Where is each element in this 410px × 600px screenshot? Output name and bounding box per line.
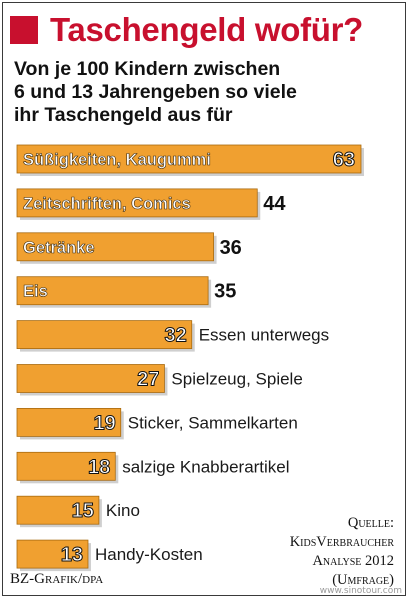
bar [16, 539, 89, 569]
category-label: salzige Knabberartikel [122, 457, 289, 476]
bar [16, 320, 193, 350]
category-label: Sticker, Sammelkarten [128, 413, 298, 432]
data-label: 19 [93, 412, 115, 434]
data-label: 18 [88, 456, 110, 478]
category-label: Getränke [23, 239, 95, 257]
data-label: 35 [214, 281, 236, 303]
category-label: Eis [23, 283, 48, 301]
source-line: Analyse 2012 [312, 553, 394, 569]
subtitle-line: Von je 100 Kindern zwischen [14, 58, 281, 80]
chart-title: Taschengeld wofür? [50, 11, 364, 48]
source-note: Quelle: KidsVerbraucher Analyse 2012 (Um… [290, 514, 394, 590]
bar [16, 407, 122, 437]
data-label: 15 [72, 500, 94, 522]
bar [16, 188, 258, 218]
bar [16, 451, 116, 481]
title-square-icon [10, 16, 38, 44]
subtitle-line: 6 und 13 Jahrengeben so viele [14, 81, 297, 103]
category-label: Zeitschriften, Comics [23, 195, 191, 213]
data-label: 27 [137, 369, 159, 391]
credit: BZ-Grafik/dpa [10, 571, 104, 587]
data-label: 44 [263, 193, 286, 215]
source-line: Quelle: [347, 515, 394, 531]
subtitle-line: ihr Taschengeld aus für [14, 104, 233, 126]
bar [16, 495, 100, 525]
data-label: 36 [220, 237, 242, 259]
bar [16, 232, 214, 262]
data-label: 13 [61, 544, 83, 566]
bar [16, 364, 165, 393]
watermark: www.sinotour.com [319, 586, 402, 596]
data-label: 63 [333, 149, 355, 171]
chart-frame [2, 2, 406, 596]
title-row: Taschengeld wofür? [10, 10, 363, 50]
category-label: Handy-Kosten [95, 545, 203, 564]
bar [16, 144, 362, 174]
category-label: Süßigkeiten, Kaugummi [23, 151, 211, 169]
source-line: KidsVerbraucher [289, 534, 394, 550]
chart-subtitle: Von je 100 Kindern zwischen 6 und 13 Jah… [14, 58, 394, 127]
data-label: 32 [164, 325, 186, 347]
bar [16, 276, 209, 306]
category-label: Spielzeug, Spiele [171, 370, 302, 389]
category-label: Essen unterwegs [199, 326, 329, 345]
source-line: (Umfrage) [332, 572, 394, 588]
category-label: Kino [106, 501, 140, 520]
